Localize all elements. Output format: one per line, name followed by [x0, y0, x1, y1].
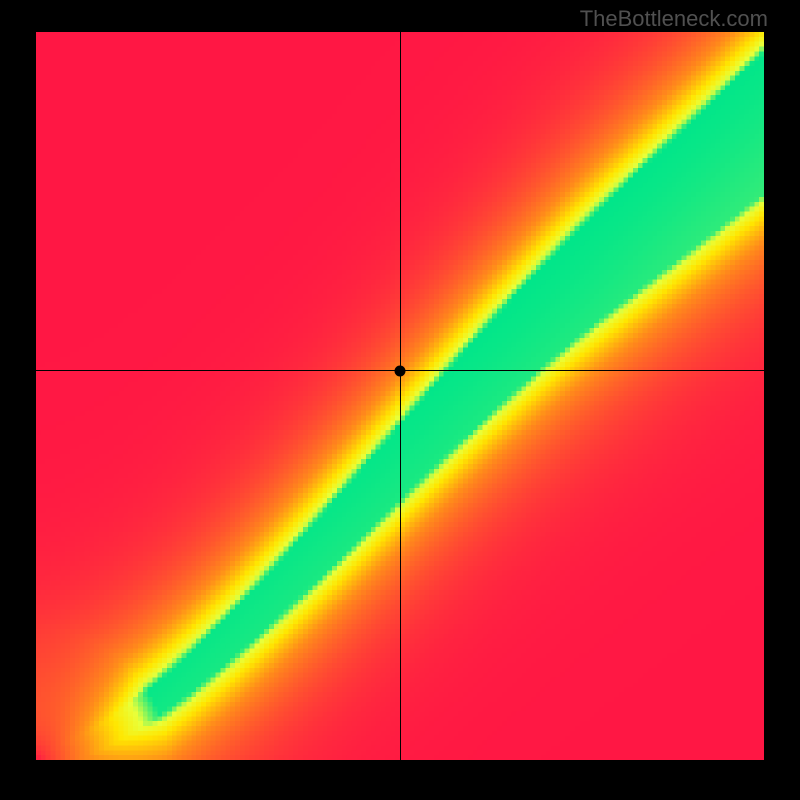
crosshair-vertical: [400, 32, 401, 760]
watermark-text: TheBottleneck.com: [580, 6, 768, 32]
crosshair-marker: [395, 365, 406, 376]
heatmap-plot: [36, 32, 764, 760]
